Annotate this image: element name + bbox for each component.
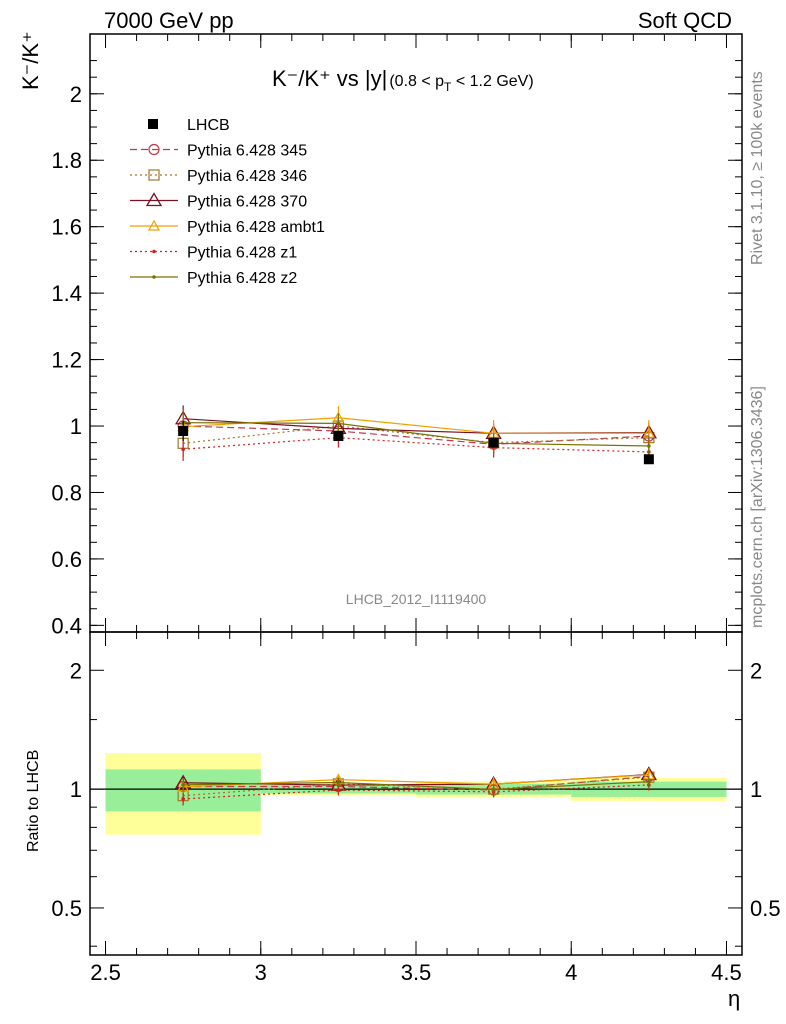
y-tick-label: 1.2 <box>51 348 82 373</box>
legend-label: Pythia 6.428 z1 <box>187 245 297 262</box>
legend-marker <box>147 219 161 231</box>
ratio-point <box>181 797 185 801</box>
y-tick-label: 1 <box>70 414 82 439</box>
legend-label: Pythia 6.428 ambt1 <box>187 219 325 236</box>
legend-marker <box>152 275 156 279</box>
data-point <box>643 454 654 465</box>
ratio-tick-label: 1 <box>70 777 82 802</box>
x-tick-label: 4 <box>565 960 577 985</box>
legend-marker <box>148 119 158 129</box>
x-axis-label: η <box>728 986 740 1011</box>
legend: LHCB Pythia 6.428 345 Pythia 6.428 346 Pyth… <box>130 117 325 287</box>
data-point <box>333 430 344 441</box>
series-line-3 <box>183 417 649 434</box>
ratio-line-5 <box>183 781 649 791</box>
series-line-0 <box>183 425 649 445</box>
legend-label: Pythia 6.428 370 <box>187 194 307 211</box>
series-line-5 <box>183 422 649 447</box>
x-tick-label: 4.5 <box>711 960 742 985</box>
main-series <box>175 405 657 465</box>
chart-title-sub-index: T <box>444 80 452 94</box>
x-tick-label: 2.5 <box>90 960 121 985</box>
series-point <box>647 444 651 448</box>
chart-title-sub-end: < 1.2 GeV) <box>451 73 533 90</box>
header-left: 7000 GeV pp <box>104 8 234 33</box>
legend-marker <box>145 192 163 207</box>
ratio-tick-label-right: 1 <box>750 777 762 802</box>
legend-marker <box>148 169 160 181</box>
legend-label: Pythia 6.428 345 <box>187 143 307 160</box>
legend-label: LHCB <box>187 117 230 134</box>
ratio-tick-label-right: 2 <box>750 658 762 683</box>
chart-title-main: K⁻/K⁺ vs |y| <box>272 66 387 91</box>
data-point <box>178 426 189 437</box>
header-right: Soft QCD <box>638 8 732 33</box>
chart-title: K⁻/K⁺ vs |y| (0.8 < pT < 1.2 GeV) <box>272 66 534 94</box>
y-tick-label: 0.4 <box>51 613 82 638</box>
x-tick-label: 3 <box>255 960 267 985</box>
ratio-axis-label: Ratio to LHCB <box>25 750 42 852</box>
series-point <box>181 447 185 452</box>
y-tick-label: 0.6 <box>51 547 82 572</box>
y-tick-label: 1.8 <box>51 148 82 173</box>
rivet-label: Rivet 3.1.10, ≥ 100k events <box>749 71 766 265</box>
ratio-tick-label: 0.5 <box>51 896 82 921</box>
ratio-point <box>336 788 341 792</box>
ratio-point <box>181 783 185 787</box>
ratio-tick-label-right: 0.5 <box>750 896 781 921</box>
series-point <box>336 421 341 426</box>
y-tick-label: 2 <box>70 82 82 107</box>
y-tick-label: 1.4 <box>51 281 82 306</box>
axis-ticks: 0.4 0.6 0.8 1 1.2 1.4 1.6 1.8 2 0.5 0.5 1 1 2 2 2.5 3 3.5… <box>51 34 781 985</box>
x-tick-label: 3.5 <box>401 960 432 985</box>
y-tick-label: 0.8 <box>51 480 82 505</box>
y-axis-label: K⁻/K⁺ <box>18 31 43 90</box>
legend-label: Pythia 6.428 346 <box>187 168 307 185</box>
ratio-point <box>647 779 651 784</box>
ratio-tick-label: 2 <box>70 658 82 683</box>
legend-label: Pythia 6.428 z2 <box>187 270 297 287</box>
data-point <box>488 437 499 448</box>
y-tick-label: 1.6 <box>51 215 82 240</box>
chart-title-sub: (0.8 < p <box>389 73 444 90</box>
ratio-point <box>336 780 341 785</box>
legend-marker <box>152 249 156 254</box>
mcplots-label: mcplots.cern.ch [arXiv:1306.3436] <box>749 386 766 628</box>
ratio-line-0 <box>183 775 649 791</box>
analysis-id: LHCB_2012_I1119400 <box>346 591 487 607</box>
ratio-series <box>175 766 657 806</box>
ratio-point <box>491 787 496 792</box>
legend-marker <box>148 143 160 156</box>
